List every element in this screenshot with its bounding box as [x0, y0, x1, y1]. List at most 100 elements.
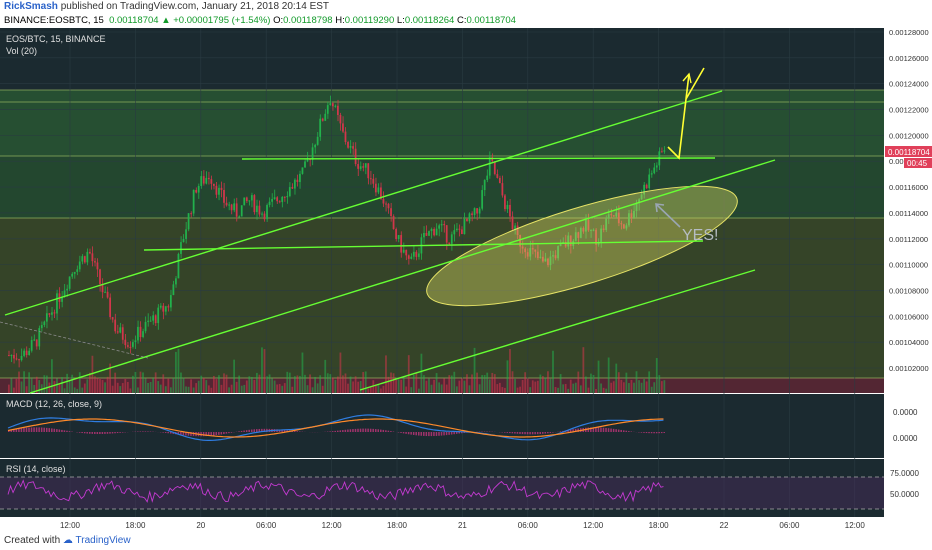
macd-bar — [559, 431, 562, 432]
candle-body — [210, 179, 213, 184]
volume-bar — [516, 387, 519, 393]
candle-body — [301, 167, 304, 174]
price-change: ▲ +0.00001795 (+1.54%) — [161, 15, 271, 26]
time-axis[interactable]: 12:00 18:00 20 06:00 12:00 18:00 21 06:00 12:00 1… — [60, 521, 865, 530]
macd-tick: 0.0000 — [893, 434, 918, 443]
volume-bar — [481, 375, 484, 393]
high-label: H: — [335, 15, 345, 26]
volume-bar — [212, 375, 215, 393]
volume-bar — [111, 385, 114, 393]
volume-bar — [147, 382, 149, 393]
candle-body — [605, 218, 608, 230]
macd-bar — [185, 432, 187, 436]
macd-bar — [655, 432, 658, 434]
candle-body — [235, 203, 238, 217]
rsi-axis[interactable]: 75.0000 50.0000 — [890, 469, 919, 499]
candle-body — [43, 321, 46, 326]
candle-body — [116, 331, 119, 333]
footer-brand[interactable]: TradingView — [75, 535, 131, 546]
trendlines[interactable] — [4, 90, 776, 394]
macd-bar — [536, 432, 539, 435]
volume-bar — [564, 383, 567, 393]
volume-bar — [197, 380, 200, 393]
candle-body — [612, 215, 615, 217]
macd-bar — [342, 430, 344, 432]
volume-bar — [177, 348, 180, 393]
macd-axis[interactable]: 0.0000 0.0000 — [893, 408, 918, 443]
author-name[interactable]: RickSmash — [4, 1, 58, 12]
macd-bar — [261, 428, 263, 432]
low-label: L: — [396, 15, 405, 26]
candle-body — [53, 312, 56, 314]
volume-bar — [572, 383, 575, 393]
candle-body — [597, 242, 600, 245]
volume-bar — [633, 382, 635, 393]
volume-bar — [172, 377, 175, 393]
macd-bar — [202, 432, 205, 437]
candle-body — [430, 228, 433, 232]
annotation-text[interactable]: YES! — [682, 227, 718, 244]
volume-bar — [101, 379, 104, 393]
volume-bar — [349, 376, 352, 393]
volume-bar — [539, 374, 542, 393]
macd-bar — [142, 431, 144, 432]
support-line[interactable] — [143, 240, 704, 251]
candle-body — [283, 196, 286, 198]
candle-body — [256, 205, 258, 213]
price-tick: 0.00116000 — [889, 183, 928, 192]
annotation-arrow[interactable] — [655, 203, 681, 228]
macd-bar — [597, 427, 600, 432]
candle-body — [48, 313, 51, 315]
candles — [8, 95, 666, 368]
volume-bar — [486, 372, 489, 393]
macd-bar — [544, 432, 547, 434]
price-axis[interactable]: 0.00128000 0.00126000 0.00124000 0.00122000… — [889, 28, 929, 373]
macd-bar — [182, 432, 185, 436]
candle-body — [387, 203, 390, 209]
volume-bar — [243, 384, 246, 393]
macd-bar — [347, 429, 349, 432]
volume-bar — [521, 380, 524, 393]
channel-middle-line[interactable] — [29, 159, 776, 394]
macd-bar — [33, 427, 35, 432]
price-axis-bg[interactable] — [884, 28, 932, 517]
macd-bar — [443, 432, 445, 436]
high-value: 0.00119290 — [344, 15, 395, 26]
chart-area[interactable]: YES! EOS/BTC, 15, BINANCE Vol (20) MACD … — [0, 28, 932, 532]
macd-bar — [622, 430, 625, 432]
macd-bar — [344, 429, 347, 432]
channel-upper-line[interactable] — [4, 90, 723, 316]
macd-bar — [240, 430, 243, 432]
dashed-line[interactable] — [0, 321, 149, 359]
candle-body — [154, 315, 157, 324]
candle-body — [250, 195, 253, 201]
candle-body — [615, 212, 618, 217]
channel-lower-line[interactable] — [359, 269, 756, 391]
candle-body — [397, 235, 400, 239]
macd-bar — [625, 430, 628, 432]
candle-body — [529, 248, 532, 257]
macd-bar — [653, 432, 655, 434]
time-axis-bg[interactable] — [0, 517, 884, 532]
macd-bar — [96, 432, 99, 435]
resistance-line[interactable] — [241, 157, 716, 160]
rsi-tick: 50.0000 — [890, 490, 919, 499]
macd-bar — [83, 432, 86, 434]
candle-body — [23, 350, 25, 356]
macd-bar — [620, 429, 622, 432]
candle-body — [38, 328, 41, 347]
volume-bar — [493, 374, 496, 393]
signal-line — [7, 418, 664, 438]
highlight-ellipse[interactable] — [416, 162, 748, 329]
volume-bar — [367, 388, 370, 393]
macd-bar — [245, 430, 248, 432]
volume-bar — [352, 381, 354, 393]
volume-bar — [440, 384, 443, 393]
macd-bar — [410, 432, 412, 435]
chart-title: EOS/BTC, 15, BINANCE — [6, 34, 106, 44]
candle-body — [491, 157, 494, 162]
rsi-pane[interactable] — [0, 459, 884, 517]
candle-body — [625, 225, 628, 229]
candle-body — [329, 103, 332, 106]
volume-bar — [169, 387, 172, 393]
